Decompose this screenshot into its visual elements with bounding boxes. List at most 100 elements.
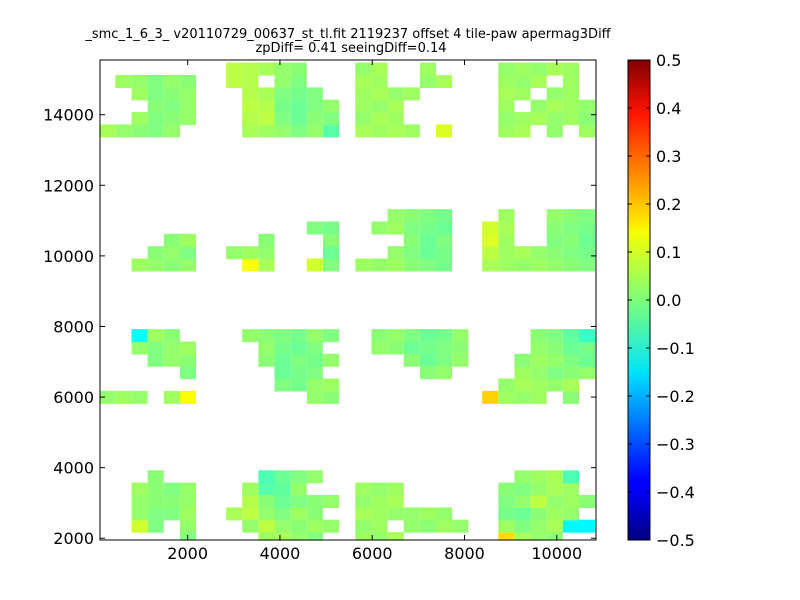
heatmap-cell (562, 353, 579, 367)
heatmap-cell (274, 353, 291, 367)
heatmap-cell (514, 353, 531, 367)
heatmap-cell (242, 112, 259, 126)
heatmap-cell (179, 507, 196, 521)
heatmap-cell (274, 62, 291, 76)
heatmap-cell (290, 62, 307, 76)
heatmap-cell (290, 532, 307, 541)
heatmap-cell (419, 233, 436, 247)
heatmap-cell (290, 495, 307, 508)
heatmap-cell (562, 221, 579, 235)
heatmap-cell (323, 221, 340, 235)
heatmap-cell (403, 329, 420, 343)
heatmap-cell (371, 258, 388, 272)
heatmap-cell (403, 124, 420, 138)
y-tick-label: 2000 (53, 529, 94, 548)
heatmap-cell (546, 470, 563, 484)
heatmap-cell (323, 258, 340, 272)
heatmap-cell (482, 233, 499, 247)
heatmap-cell (498, 112, 515, 126)
heatmap-cell (579, 99, 596, 113)
heatmap-cell (290, 519, 307, 533)
heatmap-cell (306, 353, 323, 367)
heatmap-cell (258, 99, 275, 113)
heatmap-cell (290, 366, 307, 380)
heatmap-cell (242, 495, 259, 508)
heatmap-cell (163, 390, 180, 404)
heatmap-cell (387, 99, 404, 113)
heatmap-cell (403, 507, 420, 521)
heatmap-cell (355, 75, 372, 88)
heatmap-cell (530, 507, 547, 521)
heatmap-cell (419, 221, 436, 235)
heatmap-cell (147, 124, 164, 138)
heatmap-cell (546, 246, 563, 260)
heatmap-cell (163, 507, 180, 521)
heatmap-cell (274, 532, 291, 541)
heatmap-cell (436, 246, 453, 260)
heatmap-cell (436, 353, 453, 367)
heatmap-cell (163, 482, 180, 496)
heatmap-cell (306, 258, 323, 272)
heatmap-cell (242, 482, 259, 496)
heatmap-cell (179, 341, 196, 355)
heatmap-cell (258, 258, 275, 272)
heatmap-cell (498, 124, 515, 138)
heatmap-cell (387, 87, 404, 101)
heatmap-cell (530, 378, 547, 392)
heatmap-cell (306, 99, 323, 113)
heatmap-cell (452, 329, 469, 343)
colorbar-tick-label: −0.1 (656, 339, 695, 358)
heatmap-cell (371, 99, 388, 113)
heatmap-cell (163, 87, 180, 101)
heatmap-cell (115, 75, 132, 88)
heatmap-cell (579, 209, 596, 223)
colorbar-tick-label: −0.5 (656, 531, 695, 550)
heatmap-cell (498, 75, 515, 88)
heatmap-cell (498, 209, 515, 223)
colorbar-tick-label: 0.2 (656, 195, 681, 214)
heatmap-cell (371, 62, 388, 76)
heatmap-cell (482, 258, 499, 272)
heatmap-cell (323, 99, 340, 113)
heatmap-cell (371, 532, 388, 541)
heatmap-cell (514, 112, 531, 126)
heatmap-cell (355, 532, 372, 541)
heatmap-cell (371, 124, 388, 138)
heatmap-cell (179, 353, 196, 367)
heatmap-cell (546, 124, 563, 138)
heatmap-cell (387, 112, 404, 126)
heatmap-cell (387, 495, 404, 508)
heatmap-cell (290, 341, 307, 355)
heatmap-cell (579, 495, 596, 508)
heatmap-cell (530, 75, 547, 88)
heatmap-cell (514, 482, 531, 496)
heatmap-cell (306, 532, 323, 541)
heatmap-cell (258, 124, 275, 138)
heatmap-cell (562, 495, 579, 508)
heatmap-cell (355, 87, 372, 101)
heatmap-cell (387, 482, 404, 496)
heatmap-cell (290, 482, 307, 496)
heatmap-cell (514, 62, 531, 76)
heatmap-cell (355, 482, 372, 496)
heatmap-cell (498, 233, 515, 247)
heatmap-cell (579, 366, 596, 380)
heatmap-cell (131, 112, 148, 126)
heatmap-cell (242, 519, 259, 533)
heatmap-cell (514, 75, 531, 88)
chart-subtitle: zpDiff= 0.41 seeingDiff=0.14 (255, 41, 446, 56)
heatmap-cell (546, 532, 563, 541)
heatmap-cell (274, 75, 291, 88)
y-tick-label: 12000 (43, 176, 94, 195)
heatmap-cell (147, 329, 164, 343)
heatmap-cell (179, 99, 196, 113)
heatmap-cell (131, 390, 148, 404)
heatmap-cell (355, 112, 372, 126)
heatmap-cell (371, 221, 388, 235)
heatmap-cell (562, 390, 579, 404)
heatmap-cell (403, 246, 420, 260)
heatmap-cell (131, 329, 148, 343)
heatmap-cell (419, 246, 436, 260)
x-tick-label: 4000 (260, 544, 301, 563)
heatmap-cell (403, 341, 420, 355)
